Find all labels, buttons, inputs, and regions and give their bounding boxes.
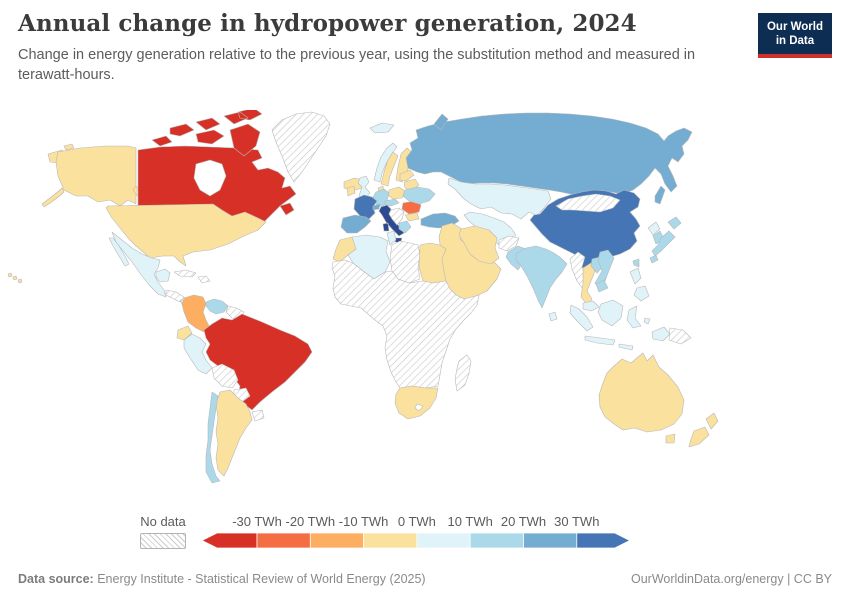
country-canada-newfoundland[interactable]: [279, 202, 295, 216]
country-canada-arctic-islands[interactable]: [151, 107, 263, 157]
chart-header: Annual change in hydropower generation, …: [18, 10, 832, 86]
legend-color-bar[interactable]: -30 TWh -20 TWh -10 TWh 0 TWh 10 TWh 20 TWh 30…: [202, 514, 652, 550]
legend-tick-label: 20 TWh: [501, 514, 546, 529]
legend-no-data[interactable]: No data: [140, 514, 186, 549]
owid-logo-line2: in Data: [775, 35, 815, 48]
legend-bin-5[interactable]: [469, 532, 524, 549]
country-united-kingdom[interactable]: [357, 175, 371, 199]
data-source-text: Energy Institute - Statistical Review of…: [93, 572, 426, 586]
no-data-label: No data: [140, 514, 186, 529]
region-sub-saharan-africa[interactable]: [331, 259, 480, 389]
footer-link[interactable]: OurWorldinData.org/energy | CC BY: [630, 572, 832, 586]
legend-bin-7[interactable]: [576, 532, 631, 549]
country-cambodia[interactable]: [595, 279, 609, 293]
country-thailand[interactable]: [580, 262, 596, 307]
country-afghanistan[interactable]: [498, 235, 520, 252]
legend-bin-0[interactable]: [202, 532, 258, 549]
chart-subtitle: Change in energy generation relative to …: [18, 47, 696, 84]
country-norway[interactable]: [373, 142, 398, 183]
country-greece[interactable]: [398, 220, 412, 234]
country-papua-new-guinea[interactable]: [668, 327, 692, 345]
country-balkans[interactable]: [388, 207, 405, 226]
country-mexico[interactable]: [111, 231, 167, 298]
country-brazil[interactable]: [203, 313, 313, 411]
country-india[interactable]: [515, 245, 568, 309]
country-central-america-north[interactable]: [165, 289, 185, 303]
country-spain[interactable]: [340, 214, 372, 234]
country-new-zealand[interactable]: [688, 412, 719, 448]
country-sri-lanka[interactable]: [548, 311, 558, 322]
world-choropleth-map[interactable]: [0, 107, 850, 500]
country-argentina[interactable]: [215, 389, 253, 477]
lesotho-gap: [414, 403, 424, 412]
country-greenland[interactable]: [271, 111, 331, 183]
legend-bin-6[interactable]: [523, 532, 578, 549]
country-poland[interactable]: [387, 186, 406, 200]
country-hawaii[interactable]: [7, 272, 23, 284]
legend-bin-3[interactable]: [363, 532, 418, 549]
country-kazakhstan[interactable]: [447, 177, 552, 220]
legend-tick-label: 10 TWh: [448, 514, 493, 529]
country-malaysia[interactable]: [582, 300, 600, 312]
country-baltics[interactable]: [399, 169, 415, 182]
country-uruguay[interactable]: [251, 409, 265, 422]
country-indonesia[interactable]: [569, 299, 671, 351]
country-alaska[interactable]: [55, 145, 137, 207]
country-ukraine[interactable]: [402, 186, 436, 205]
map-legend: No data -30 TWh -20 TWh -10 TWh 0 TWh 10 TWh…: [140, 514, 652, 550]
legend-tick-label: -20 TWh: [285, 514, 335, 529]
country-russia[interactable]: [405, 112, 693, 196]
legend-bin-1[interactable]: [256, 532, 311, 549]
country-switzerland[interactable]: [372, 203, 381, 211]
country-south-africa[interactable]: [394, 385, 439, 420]
data-source-label: Data source:: [18, 572, 94, 586]
legend-tick-label: -30 TWh: [232, 514, 282, 529]
country-sweden[interactable]: [380, 151, 399, 187]
country-hispaniola[interactable]: [197, 275, 211, 284]
country-bulgaria[interactable]: [404, 212, 420, 222]
country-peru[interactable]: [183, 333, 213, 375]
hudson-bay: [193, 159, 227, 197]
country-iran[interactable]: [458, 225, 500, 265]
country-libya[interactable]: [389, 240, 421, 284]
chart-footer: Data source: Energy Institute - Statisti…: [0, 562, 850, 600]
legend-tick-label: 0 TWh: [398, 514, 436, 529]
legend-bin-4[interactable]: [416, 532, 471, 549]
legend-bin-2[interactable]: [309, 532, 364, 549]
country-taiwan[interactable]: [632, 258, 640, 268]
country-russia-sakhalin[interactable]: [433, 113, 666, 205]
legend-tick-label: -10 TWh: [339, 514, 389, 529]
country-mongolia[interactable]: [555, 193, 621, 213]
country-egypt[interactable]: [418, 242, 447, 284]
country-ireland[interactable]: [346, 185, 356, 197]
country-cuba[interactable]: [173, 269, 197, 278]
country-united-states[interactable]: [105, 203, 267, 267]
country-bolivia[interactable]: [211, 363, 239, 389]
country-philippines[interactable]: [629, 267, 650, 302]
country-venezuela[interactable]: [205, 298, 229, 315]
country-tunisia[interactable]: [386, 230, 397, 246]
country-svalbard[interactable]: [369, 122, 395, 134]
legend-tick-label: 30 TWh: [554, 514, 599, 529]
country-austria[interactable]: [384, 198, 400, 207]
country-ecuador[interactable]: [176, 325, 193, 341]
country-alaska-aleutians[interactable]: [41, 187, 65, 208]
country-mexico-baja[interactable]: [108, 237, 130, 267]
country-madagascar[interactable]: [454, 354, 472, 392]
country-mexico-yucatan[interactable]: [155, 268, 171, 283]
no-data-swatch[interactable]: [140, 533, 186, 549]
data-source-note: Data source: Energy Institute - Statisti…: [18, 572, 426, 600]
country-north-korea[interactable]: [647, 221, 661, 236]
owid-logo[interactable]: Our World in Data: [757, 13, 832, 58]
country-chile[interactable]: [205, 391, 221, 484]
country-australia[interactable]: [598, 352, 685, 444]
world-map-container: [0, 107, 850, 500]
country-japan[interactable]: [649, 216, 682, 264]
page-title: Annual change in hydropower generation, …: [18, 10, 637, 37]
owid-logo-line1: Our World: [766, 21, 823, 33]
